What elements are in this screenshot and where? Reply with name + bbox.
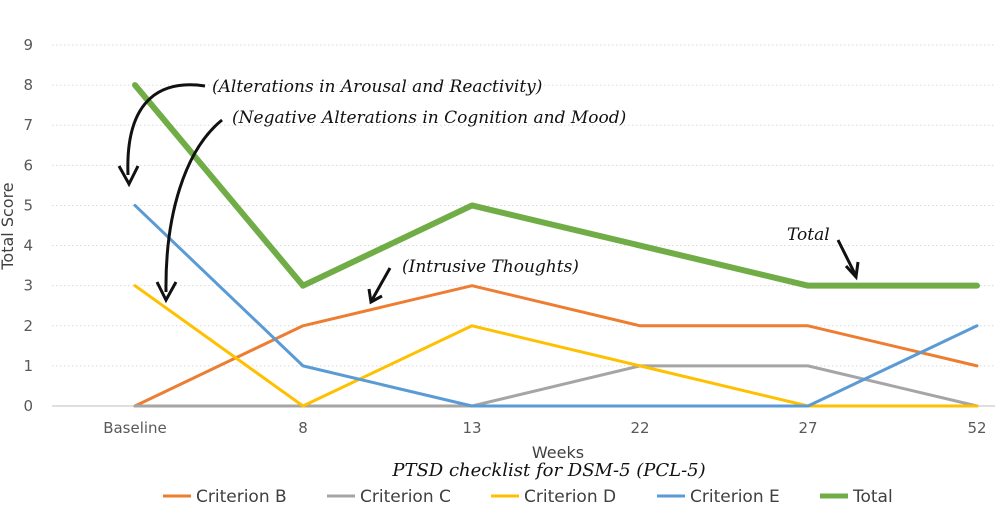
legend-item-criterion-b: Criterion B [163,487,287,507]
legend-item-criterion-c: Criterion C [327,487,451,507]
x-tick-label: 52 [967,419,986,437]
y-axis-title: Total Score [0,182,17,270]
annotation-cognition: (Negative Alterations in Cognition and M… [155,108,626,304]
legend-label: Criterion B [196,487,287,507]
legend-label: Criterion C [360,487,451,507]
annotation-total-arrowhead [844,261,860,281]
legend-item-total: Total [820,487,893,507]
y-tick-label: 2 [23,317,33,335]
x-tick-label: 13 [462,419,481,437]
legend-item-criterion-e: Criterion E [657,487,780,507]
x-axis-ticks: Baseline 8 13 22 27 52 [103,419,986,437]
annotation-cognition-arrow [164,118,223,293]
annotation-total-arrow [836,239,857,275]
annotation-arousal-arrow [126,83,206,176]
y-tick-label: 0 [23,397,33,415]
annotation-intrusive-arrowhead [367,288,383,305]
annotation-intrusive-text: (Intrusive Thoughts) [402,257,579,277]
y-axis-ticks: 0 1 2 3 4 5 6 7 8 9 [23,36,33,415]
x-tick-label: 27 [798,419,817,437]
series-line-criterion-c [133,364,979,408]
annotation-arousal-arrowhead [117,165,140,188]
annotation-cognition-arrowhead [155,281,178,304]
annotation-total-text: Total [787,225,830,245]
y-tick-label: 1 [23,357,33,375]
legend-label: Criterion D [524,487,616,507]
y-tick-label: 7 [23,116,33,134]
annotation-intrusive: (Intrusive Thoughts) [367,257,579,305]
series-line-criterion-d [133,284,979,408]
series-line-criterion-e [133,203,979,408]
annotation-arousal-text: (Alterations in Arousal and Reactivity) [212,77,542,97]
legend: Criterion B Criterion C Criterion D Criteri… [163,487,893,507]
legend-label: Total [852,487,893,507]
legend-item-criterion-d: Criterion D [491,487,616,507]
annotation-total: Total [787,225,860,281]
y-tick-label: 4 [23,237,33,255]
y-tick-label: 5 [23,196,33,214]
x-tick-label: 22 [630,419,649,437]
y-tick-label: 8 [23,76,33,94]
y-tick-label: 9 [23,36,33,54]
series-line-total [132,82,980,289]
series-lines [132,82,980,408]
x-tick-label: Baseline [103,419,167,437]
y-tick-label: 6 [23,156,33,174]
y-tick-label: 3 [23,277,33,295]
legend-label: Criterion E [690,487,780,507]
gridlines [52,44,995,407]
x-tick-label: 8 [298,419,308,437]
annotation-arousal: (Alterations in Arousal and Reactivity) [117,77,542,188]
chart-caption: PTSD checklist for DSM-5 (PCL-5) [391,460,705,481]
annotation-cognition-text: (Negative Alterations in Cognition and M… [232,108,626,128]
x-axis-title: Weeks [532,443,584,462]
annotation-intrusive-arrow [370,267,392,301]
